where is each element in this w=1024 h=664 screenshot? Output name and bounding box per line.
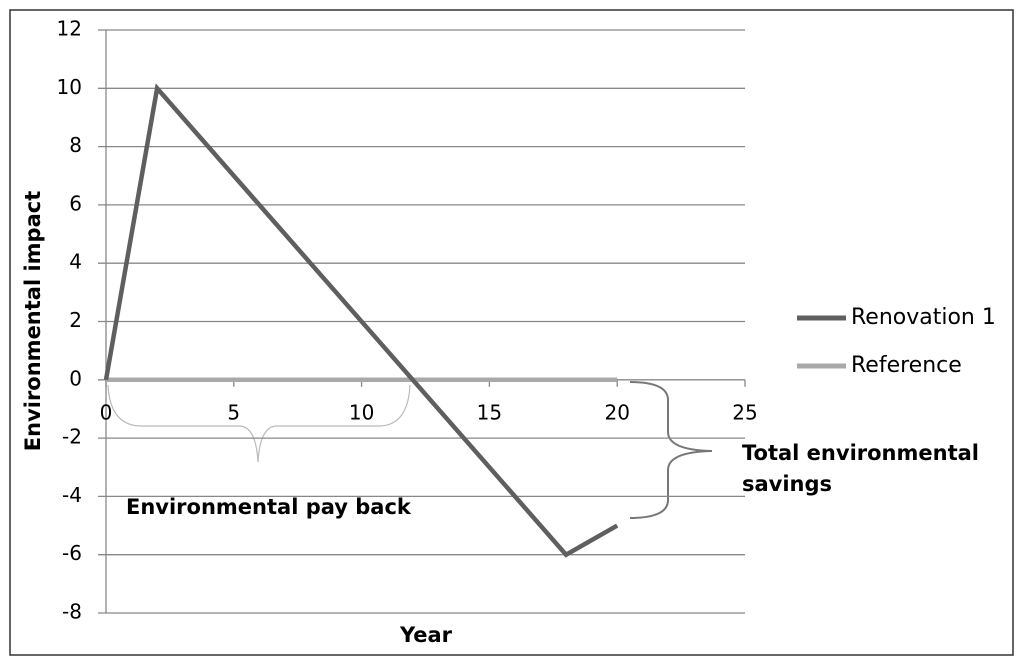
x-tick-label: 25 — [732, 400, 757, 424]
y-tick-label: 12 — [57, 17, 82, 41]
y-tick-label: 10 — [57, 75, 82, 99]
y-tick-label: 4 — [69, 250, 82, 274]
y-tick-label: -2 — [62, 425, 82, 449]
x-axis-label: Year — [399, 623, 453, 647]
y-tick-label: -6 — [62, 541, 82, 565]
y-tick-label: -8 — [62, 600, 82, 624]
y-tick-label: -4 — [62, 483, 82, 507]
x-tick-label: 20 — [604, 400, 629, 424]
annotation: Total environmental savings — [742, 441, 979, 496]
y-tick-label: 2 — [69, 308, 82, 332]
legend-label: Reference — [851, 353, 962, 378]
x-tick-label: 15 — [477, 400, 502, 424]
savings-brace — [629, 381, 713, 519]
frame — [9, 9, 1014, 656]
x-tick-label: 5 — [227, 400, 240, 424]
y-tick-label: 0 — [69, 366, 82, 390]
y-tick-label: 8 — [69, 133, 82, 157]
payback-brace — [107, 384, 411, 463]
line — [103, 83, 619, 558]
y-tick-label: 6 — [69, 191, 82, 215]
annotation: Environmental pay back — [126, 495, 411, 519]
y-axis-label: Environmental impact — [21, 191, 45, 451]
legend-label: Renovation 1 — [851, 305, 996, 330]
x-tick-label: 10 — [349, 400, 374, 424]
x-tick-label: 0 — [100, 400, 113, 424]
